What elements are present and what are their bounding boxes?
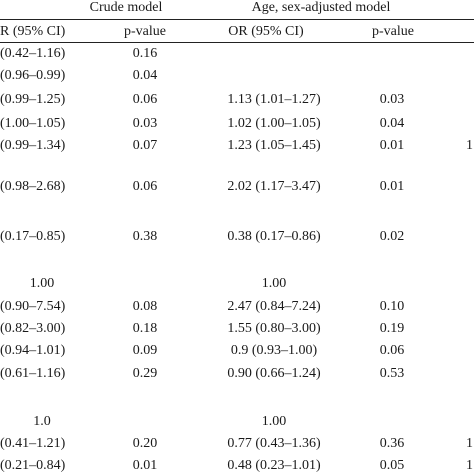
cell-p-crude: 0.06 bbox=[132, 92, 158, 107]
cell-or-adjusted: 1.02 (1.00–1.05) bbox=[227, 116, 321, 131]
cell-p-crude: 0.08 bbox=[132, 299, 158, 314]
header-crude-model: Crude model bbox=[89, 0, 163, 15]
cell-or-crude: (0.99–1.25) bbox=[0, 92, 66, 107]
header-rule bbox=[0, 42, 474, 43]
cell-or-crude: (0.17–0.85) bbox=[0, 229, 66, 244]
cell-or-crude: (0.61–1.16) bbox=[0, 366, 66, 381]
cell-or-adjusted: 1.00 bbox=[261, 276, 287, 291]
cell-or-crude: (0.82–3.00) bbox=[0, 321, 66, 336]
cell-p-adjusted: 0.02 bbox=[379, 229, 405, 244]
cell-p-adjusted: 0.06 bbox=[379, 343, 405, 358]
cell-next-column: 1 bbox=[466, 458, 473, 473]
cell-or-crude: (0.98–2.68) bbox=[0, 179, 66, 194]
cell-p-adjusted: 0.53 bbox=[379, 366, 405, 381]
cell-or-adjusted: 1.23 (1.05–1.45) bbox=[227, 138, 321, 153]
cell-p-crude: 0.38 bbox=[132, 229, 158, 244]
rule-crude-group bbox=[0, 19, 225, 20]
cell-or-adjusted: 2.47 (0.84–7.24) bbox=[227, 299, 321, 314]
cell-next-column: 1 bbox=[466, 138, 473, 153]
cell-or-adjusted: 0.77 (0.43–1.36) bbox=[227, 436, 321, 451]
column-or-adjusted: OR (95% CI) bbox=[228, 24, 304, 39]
cell-p-crude: 0.29 bbox=[132, 366, 158, 381]
cell-p-crude: 0.18 bbox=[132, 321, 158, 336]
cell-or-crude: (1.00–1.05) bbox=[0, 116, 66, 131]
cell-or-adjusted: 1.13 (1.01–1.27) bbox=[227, 92, 321, 107]
cell-p-adjusted: 0.05 bbox=[379, 458, 405, 473]
cell-p-adjusted: 0.04 bbox=[379, 116, 405, 131]
cell-p-crude: 0.07 bbox=[132, 138, 158, 153]
cell-or-crude: (0.90–7.54) bbox=[0, 299, 66, 314]
rule-adjusted-group bbox=[210, 19, 474, 20]
cell-or-crude: (0.21–0.84) bbox=[0, 458, 66, 473]
cell-or-adjusted: 1.00 bbox=[261, 414, 287, 429]
cell-or-adjusted: 2.02 (1.17–3.47) bbox=[227, 179, 321, 194]
cell-p-crude: 0.04 bbox=[132, 68, 158, 83]
cell-p-adjusted: 0.10 bbox=[379, 299, 405, 314]
cell-p-crude: 0.03 bbox=[132, 116, 158, 131]
header-adjusted-model: Age, sex-adjusted model bbox=[251, 0, 391, 15]
cell-p-adjusted: 0.36 bbox=[379, 436, 405, 451]
cell-p-adjusted: 0.03 bbox=[379, 92, 405, 107]
cell-or-crude: 1.00 bbox=[29, 276, 55, 291]
column-or-crude: R (95% CI) bbox=[0, 24, 66, 39]
cell-p-crude: 0.09 bbox=[132, 343, 158, 358]
cell-p-crude: 0.16 bbox=[132, 46, 158, 61]
cell-or-crude: (0.99–1.34) bbox=[0, 138, 66, 153]
cell-or-adjusted: 0.38 (0.17–0.86) bbox=[227, 229, 321, 244]
cell-or-crude: (0.41–1.21) bbox=[0, 436, 66, 451]
cell-or-adjusted: 0.90 (0.66–1.24) bbox=[227, 366, 321, 381]
cell-or-adjusted: 1.55 (0.80–3.00) bbox=[227, 321, 321, 336]
cell-p-crude: 0.01 bbox=[132, 458, 158, 473]
cell-p-adjusted: 0.19 bbox=[379, 321, 405, 336]
cell-or-adjusted: 0.48 (0.23–1.01) bbox=[227, 458, 321, 473]
column-p-crude: p-value bbox=[124, 24, 166, 39]
cell-p-crude: 0.06 bbox=[132, 179, 158, 194]
cell-or-crude: (0.42–1.16) bbox=[0, 46, 66, 61]
cell-p-crude: 0.20 bbox=[132, 436, 158, 451]
cell-or-crude: 1.0 bbox=[33, 414, 51, 429]
cell-p-adjusted: 0.01 bbox=[379, 179, 405, 194]
column-p-adjusted: p-value bbox=[372, 24, 414, 39]
cell-or-crude: (0.96–0.99) bbox=[0, 68, 66, 83]
cell-or-adjusted: 0.9 (0.93–1.00) bbox=[230, 343, 318, 358]
cell-or-crude: (0.94–1.01) bbox=[0, 343, 66, 358]
cell-next-column: 1 bbox=[466, 436, 473, 451]
cell-p-adjusted: 0.01 bbox=[379, 138, 405, 153]
